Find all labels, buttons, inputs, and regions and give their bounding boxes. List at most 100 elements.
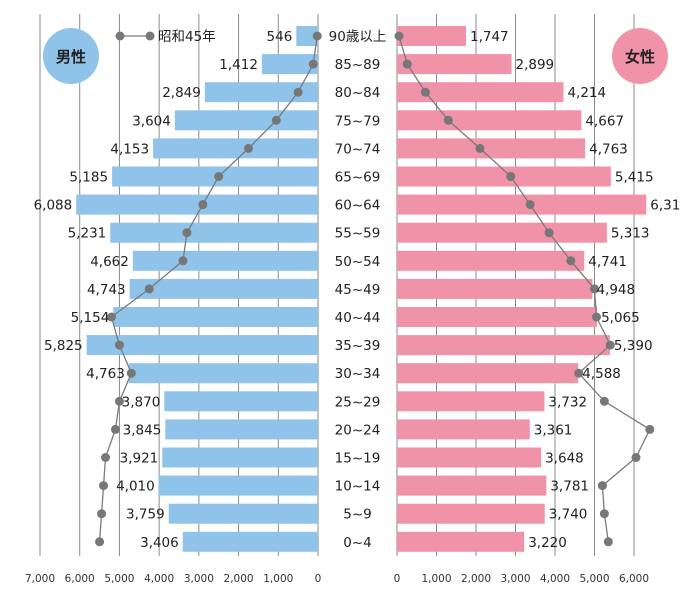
showa45-male-point (106, 312, 116, 322)
female-bar (397, 447, 542, 468)
female-bar (397, 307, 598, 327)
tick-label-male: 7,000 (25, 573, 55, 585)
male-bar (86, 335, 319, 356)
tick-label-male: 2,000 (224, 573, 254, 585)
tick-label-female: 3,000 (500, 573, 530, 585)
female-bar (397, 419, 530, 440)
male-value-label: 5,825 (44, 338, 83, 354)
tick-label-male: 1,000 (263, 573, 293, 585)
male-value-label: 546 (267, 29, 293, 45)
female-bar (397, 250, 585, 271)
male-bar (76, 194, 319, 215)
showa45-male-point (214, 172, 224, 181)
female-value-label: 5,390 (614, 338, 653, 354)
male-value-label: 3,845 (123, 422, 162, 438)
male-bar (164, 391, 318, 412)
male-value-label: 3,604 (132, 113, 171, 129)
female-bar (397, 110, 582, 131)
showa45-female-point (420, 87, 430, 97)
showa45-female-point (597, 481, 607, 491)
female-value-label: 5,065 (601, 310, 640, 326)
tick-label-male: 0 (315, 573, 322, 585)
female-value-label: 6,31 (650, 198, 680, 214)
showa45-female-point (544, 228, 554, 238)
age-group-label: 50~54 (335, 254, 381, 270)
showa45-male-point (182, 228, 192, 238)
showa45-female-point (599, 396, 609, 406)
age-group-label: 60~64 (335, 198, 381, 214)
age-group-label: 15~19 (335, 451, 381, 467)
male-bar (296, 26, 318, 46)
showa45-female-point (475, 143, 485, 153)
showa45-female-point (402, 59, 412, 69)
age-group-label: 40~44 (335, 310, 381, 326)
female-value-label: 3,781 (550, 479, 589, 495)
tick-label-female: 1,000 (421, 573, 451, 585)
female-bar (397, 222, 607, 243)
male-value-label: 3,759 (126, 507, 165, 523)
female-value-label: 3,220 (528, 535, 567, 551)
showa45-male-point (110, 424, 120, 434)
age-group-label: 85~89 (335, 57, 381, 73)
showa45-male-point (101, 453, 111, 462)
male-badge-label: 男性 (56, 48, 86, 66)
showa45-male-point (126, 368, 136, 378)
age-group-label: 75~79 (335, 113, 381, 129)
legend: 昭和45年 (115, 29, 216, 45)
female-bar (397, 26, 467, 46)
female-value-label: 4,948 (596, 282, 635, 298)
age-group-label: 25~29 (335, 394, 381, 410)
age-group-label: 10~14 (335, 479, 381, 495)
female-bar (397, 363, 579, 384)
tick-label-male: 5,000 (104, 573, 134, 585)
male-bar (182, 531, 318, 552)
showa45-male-point (114, 396, 124, 406)
female-badge-circle (612, 28, 668, 84)
male-bar (110, 222, 318, 243)
showa45-female-point (603, 537, 613, 547)
female-value-label: 5,415 (615, 170, 654, 186)
male-bar (168, 503, 318, 524)
showa45-male-point (144, 284, 154, 294)
male-bar (204, 82, 318, 103)
showa45-female-point (443, 115, 453, 125)
male-value-label: 5,185 (69, 170, 108, 186)
female-bar (397, 194, 647, 215)
axis-tick-labels: 7,000 6,000 5,000 4,000 3,000 2,000 1,000 0 0 1,0… (25, 573, 649, 585)
age-group-label: 55~59 (335, 226, 381, 242)
male-bar (158, 475, 318, 496)
female-bars (397, 26, 647, 552)
female-value-label: 4,588 (582, 366, 621, 382)
female-bar (397, 503, 545, 524)
male-value-label: 4,662 (90, 254, 129, 270)
female-value-label: 4,741 (588, 254, 627, 270)
tick-label-female: 6,000 (619, 573, 649, 585)
showa45-male-point (178, 256, 188, 266)
female-bar (397, 278, 593, 299)
male-bar (128, 363, 318, 384)
female-bar (397, 475, 547, 496)
male-value-label: 4,153 (110, 141, 149, 157)
female-value-label: 2,899 (516, 57, 555, 73)
age-group-label: 20~24 (335, 422, 381, 438)
showa45-male-point (244, 143, 253, 153)
female-bar (397, 391, 545, 412)
age-group-label: 5~9 (343, 507, 372, 523)
showa45-male-point (308, 59, 318, 69)
male-value-label: 2,849 (162, 85, 201, 101)
male-bars (76, 26, 319, 552)
showa45-female-point (525, 200, 535, 210)
male-value-label: 1,412 (219, 57, 258, 73)
age-group-label: 90歳以上 (329, 29, 387, 45)
male-value-label: 5,154 (71, 310, 110, 326)
tick-label-female: 0 (394, 573, 401, 585)
male-value-label: 4,010 (116, 479, 155, 495)
showa45-female-point (605, 340, 615, 350)
male-value-label: 3,870 (122, 394, 161, 410)
female-bar (397, 82, 564, 103)
female-value-label: 1,747 (470, 29, 509, 45)
male-badge: 男性 (43, 28, 99, 84)
female-badge: 女性 (612, 28, 668, 84)
male-bar (261, 54, 318, 75)
